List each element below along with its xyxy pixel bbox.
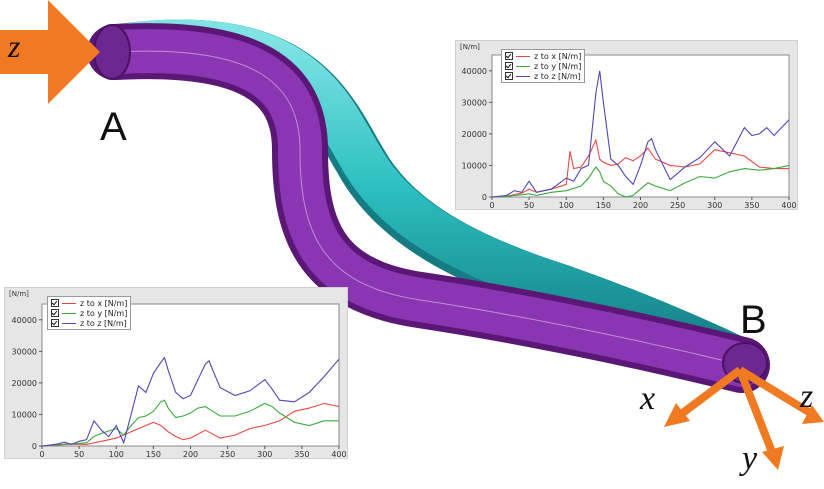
series-line-3	[41, 356, 340, 447]
series-line-1	[41, 402, 340, 447]
y-tick-label: 30000	[12, 347, 37, 356]
legend-label: z to x [N/m]	[80, 298, 128, 308]
chart-legend: z to x [N/m] z to y [N/m] z to z [N/m]	[501, 49, 586, 83]
legend-label: z to x [N/m]	[534, 51, 582, 61]
legend-label: z to y [N/m]	[80, 308, 128, 318]
legend-swatch	[516, 75, 530, 77]
legend-label: z to z [N/m]	[534, 71, 581, 81]
y-tick-label: 10000	[12, 410, 37, 419]
x-tick-label: 350	[744, 201, 759, 209]
series-line-2	[491, 164, 790, 198]
axis-z-label: z	[800, 378, 814, 415]
y-tick-label: 0	[482, 193, 487, 202]
y-tick-label: 40000	[12, 316, 37, 325]
legend-item: z to x [N/m]	[51, 298, 127, 308]
chart-ylabel: [N/m]	[9, 290, 29, 298]
x-tick-label: 150	[146, 450, 161, 458]
x-tick-label: 0	[39, 450, 44, 458]
legend-item: z to z [N/m]	[505, 71, 581, 81]
axis-triad	[664, 366, 824, 470]
series-line-3	[491, 70, 790, 198]
legend-item: z to z [N/m]	[51, 318, 127, 328]
chart-panel-bottom-left: [N/m] 0 10000 20000 30000 40000 0 50 100 150 200 2…	[4, 287, 348, 459]
x-tick-label: 300	[257, 450, 272, 458]
x-tick-label: 50	[74, 450, 84, 458]
axis-x-label: x	[640, 380, 656, 417]
chart-panel-top-right: [N/m] 0 10000 20000 30000 40000 0 50 100 150 200 2…	[455, 40, 798, 210]
legend-swatch	[62, 312, 76, 314]
x-tick-label: 0	[489, 201, 494, 209]
x-tick-label: 100	[559, 201, 574, 209]
x-tick-label: 100	[109, 450, 124, 458]
y-tick-label: 30000	[462, 98, 487, 107]
y-tick-label: 20000	[12, 379, 37, 388]
chart-ylabel: [N/m]	[460, 43, 480, 51]
y-tick-label: 40000	[462, 67, 487, 76]
x-tick-label: 200	[183, 450, 198, 458]
x-tick-label: 250	[670, 201, 685, 209]
x-tick-label: 150	[596, 201, 611, 209]
x-tick-label: 300	[707, 201, 722, 209]
y-tick-label: 20000	[462, 130, 487, 139]
legend-item: z to y [N/m]	[51, 308, 127, 318]
chart-legend: z to x [N/m] z to y [N/m] z to z [N/m]	[47, 296, 132, 330]
legend-swatch	[516, 65, 530, 67]
series-line-2	[41, 399, 339, 447]
input-axis-label: z	[8, 28, 21, 64]
axis-y-label: y	[742, 440, 758, 477]
legend-label: z to z [N/m]	[80, 318, 127, 328]
legend-item: z to y [N/m]	[505, 61, 581, 71]
x-tick-label: 350	[294, 450, 309, 458]
x-tick-label: 250	[220, 450, 235, 458]
legend-swatch	[62, 322, 76, 324]
x-tick-label: 200	[633, 201, 648, 209]
x-tick-label: 400	[781, 201, 796, 209]
point-a-label: A	[100, 105, 127, 149]
legend-swatch	[516, 55, 530, 57]
input-force-arrow	[0, 0, 100, 104]
legend-label: z to y [N/m]	[534, 61, 582, 71]
y-tick-label: 10000	[462, 161, 487, 170]
y-tick-label: 0	[32, 442, 37, 451]
x-tick-label: 400	[331, 450, 346, 458]
purple-tube-centerline	[114, 50, 743, 366]
legend-item: z to x [N/m]	[505, 51, 581, 61]
x-tick-label: 50	[524, 201, 534, 209]
point-b-label: B	[740, 298, 767, 342]
legend-swatch	[62, 302, 76, 304]
